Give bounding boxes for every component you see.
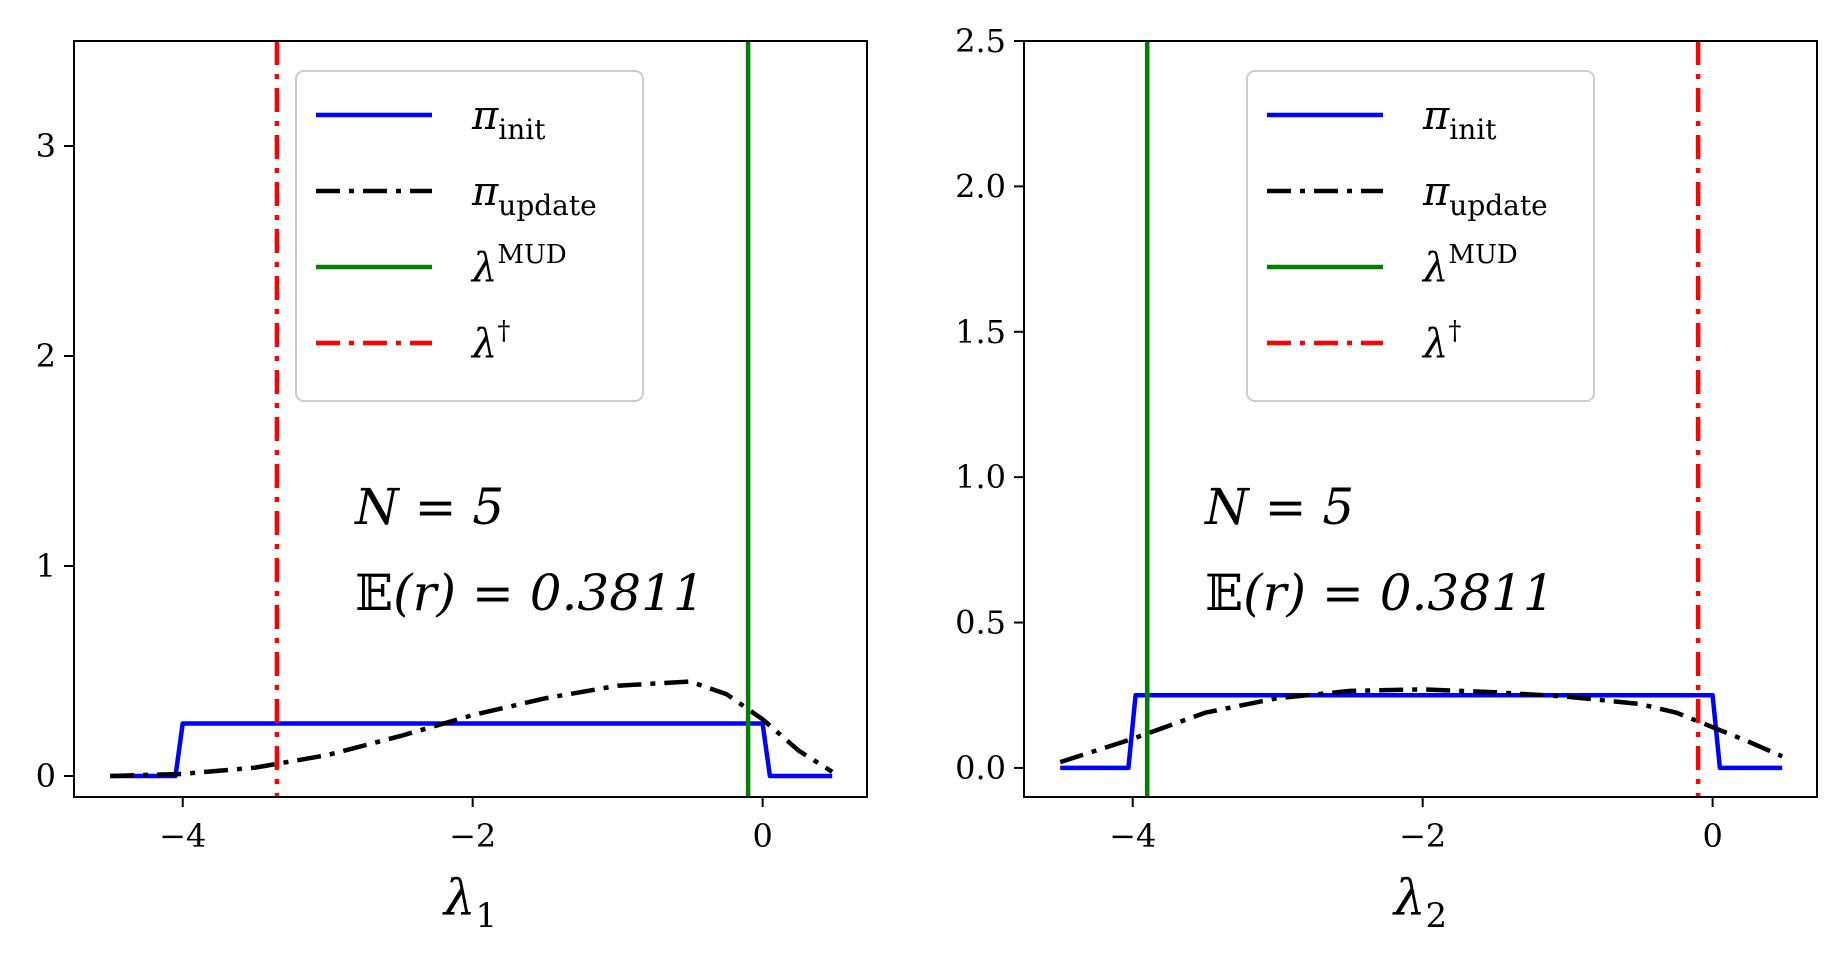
y-tick-label: 2 [36, 337, 56, 375]
x-tick-label: −2 [449, 817, 496, 855]
series-init [110, 721, 833, 779]
legend-label-dagger: λ† [1421, 316, 1461, 367]
plot-area [110, 41, 834, 797]
annotation-n: N = 5 [1204, 478, 1354, 536]
legend-label-dagger: λ† [470, 316, 510, 367]
y-tick-label: 1.0 [955, 458, 1006, 496]
y-tick-label: 3 [36, 127, 56, 165]
series-init [1060, 692, 1783, 771]
series-update [110, 679, 834, 779]
x-tick-label: −4 [1109, 817, 1156, 855]
x-tick-label: 0 [752, 817, 772, 855]
y-tick-label: 0.5 [955, 604, 1006, 642]
annotation-n: N = 5 [354, 478, 504, 536]
y-tick-label: 0.0 [955, 749, 1006, 787]
plot-area [1059, 41, 1784, 797]
annotation-expectation: 𝔼(r) = 0.3811 [1205, 564, 1555, 622]
y-tick-label: 1.5 [955, 313, 1006, 351]
x-tick-label: −2 [1399, 817, 1446, 855]
legend-frame [1246, 70, 1595, 402]
legend-frame [295, 70, 644, 402]
legend-label-mud: λMUD [470, 240, 567, 291]
legend-label-init: πinit [471, 93, 546, 146]
y-tick-label: 1 [36, 547, 56, 585]
x-tick-label: 0 [1702, 817, 1722, 855]
legend-label-mud: λMUD [1421, 240, 1518, 291]
legend-label-init: πinit [1422, 93, 1497, 146]
legend: πinit πupdate λMUD λ† [1246, 70, 1595, 402]
series-update [1059, 687, 1784, 765]
x-axis-label: λ1 [442, 869, 497, 936]
x-axis-label: λ2 [1392, 869, 1447, 936]
y-tick-label: 2.0 [955, 167, 1006, 205]
legend-label-update: πupdate [471, 169, 597, 222]
axes-frame [1023, 40, 1818, 798]
legend-label-update: πupdate [1422, 169, 1548, 222]
chart-panel-1: −4 −2 0 0 1 2 3 λ1 πinit πupdate λMUD λ† N = 5 𝔼(r) =… [36, 40, 868, 936]
y-tick-label: 2.5 [955, 22, 1006, 60]
legend: πinit πupdate λMUD λ† [295, 70, 644, 402]
chart-panel-2: −4 −2 0 0.0 0.5 1.0 1.5 2.0 2.5 λ2 πinit πupdate λMU… [955, 22, 1818, 936]
axes-frame [73, 40, 868, 798]
x-tick-label: −4 [159, 817, 206, 855]
annotation-expectation: 𝔼(r) = 0.3811 [355, 564, 705, 622]
y-tick-label: 0 [36, 757, 56, 795]
